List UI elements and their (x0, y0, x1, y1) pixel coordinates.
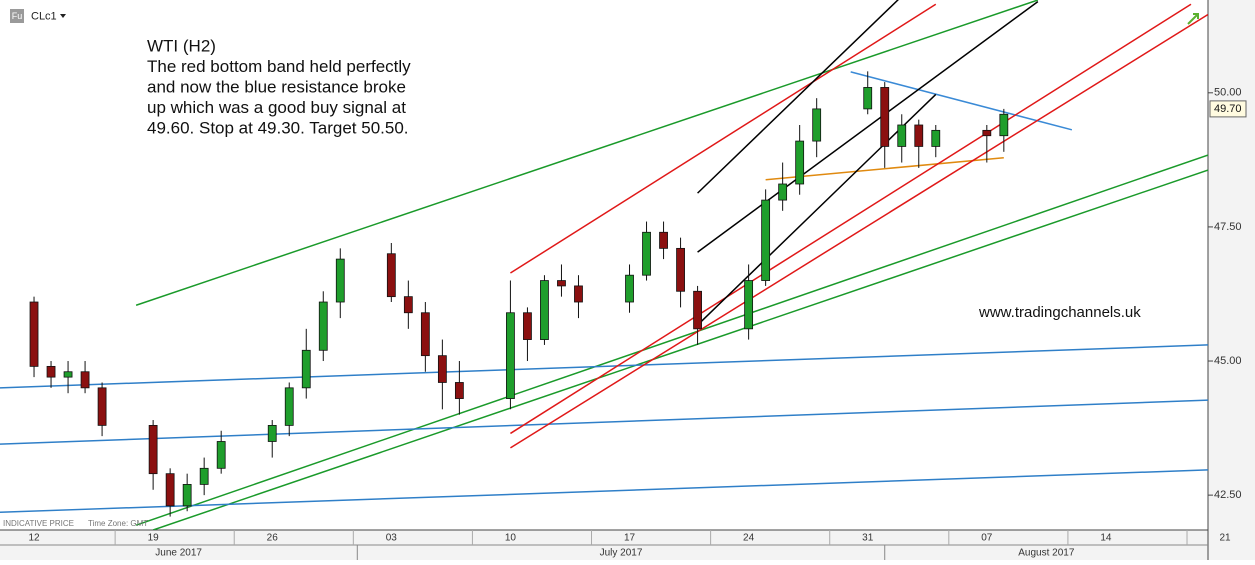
candle-body (301, 349, 311, 389)
x-tick-label: 21 (1219, 533, 1231, 544)
x-tick-label: 10 (505, 533, 517, 544)
symbol-dropdown[interactable] (60, 14, 66, 18)
candle-body (80, 371, 90, 389)
candle-body (540, 280, 549, 340)
candle-body (931, 129, 941, 147)
candle-body (318, 301, 328, 351)
candle-body (778, 183, 788, 201)
trendline (135, 0, 1039, 306)
candle-body (46, 365, 56, 378)
annotation-line: WTI (H2) (147, 36, 216, 55)
candle-body (897, 124, 907, 147)
candle-body (659, 231, 668, 249)
y-tick-label: 50.00 (1214, 87, 1242, 99)
candle-body (335, 258, 345, 303)
trendline (135, 154, 1208, 526)
x-tick-label: 03 (386, 533, 398, 544)
footer-note: INDICATIVE PRICE (3, 519, 74, 528)
x-tick-label: 24 (743, 533, 755, 544)
candle-body (744, 280, 754, 330)
candle-body (216, 441, 226, 469)
footer-note: Time Zone: GMT (88, 519, 148, 528)
month-label: July 2017 (600, 548, 643, 559)
candle-body (148, 424, 158, 475)
y-tick-label: 45.00 (1214, 355, 1242, 367)
candle-body (761, 199, 771, 281)
symbol[interactable]: CLc1 (31, 10, 57, 22)
last-price-label: 49.70 (1214, 103, 1242, 115)
last-price-box (1209, 100, 1247, 118)
candle-body (29, 301, 39, 367)
watermark: www.tradingchannels.uk (978, 304, 1141, 321)
x-tick-label: 26 (267, 533, 279, 544)
annotation-line: 49.60. Stop at 49.30. Target 50.50. (147, 118, 409, 137)
candle-body (386, 253, 396, 298)
candle-body (97, 387, 107, 426)
candle-body (999, 113, 1009, 137)
annotation: WTI (H2) The red bottom band held perfect… (147, 36, 411, 137)
x-tick-label: 12 (28, 533, 40, 544)
candle-body (63, 371, 73, 378)
candle-body (165, 473, 175, 507)
trendlines (0, 0, 1208, 530)
trendline (510, 3, 937, 274)
trendline (152, 169, 1208, 530)
candle-body (795, 140, 805, 185)
y-tick-label: 42.50 (1214, 489, 1242, 501)
candle-body (880, 87, 890, 147)
candle-body (420, 312, 430, 357)
annotation-line: The red bottom band held perfectly (147, 57, 411, 76)
candle-body (914, 124, 924, 147)
annotation-line: up which was a good buy signal at (147, 98, 406, 117)
x-tick-label: 31 (862, 533, 874, 544)
trendline (0, 469, 1208, 514)
candles (29, 71, 1009, 517)
candle-body (693, 290, 702, 330)
candle-body (506, 312, 515, 399)
y-tick-label: 47.50 (1214, 221, 1242, 233)
candle-body (557, 280, 566, 287)
candle-body (437, 355, 447, 383)
candle-body (199, 467, 209, 485)
month-label: August 2017 (1018, 548, 1075, 559)
candle-body (267, 424, 277, 442)
trendline (0, 344, 1208, 389)
month-label: June 2017 (155, 548, 202, 559)
candle-body (574, 285, 583, 303)
candle-body (812, 108, 822, 142)
x-tick-label: 14 (1100, 533, 1112, 544)
symbol-badge: Fu (12, 11, 23, 21)
symbol-badge-box (10, 9, 24, 23)
trendline (697, 0, 899, 194)
trendline (510, 3, 1192, 435)
trendline (697, 1, 1039, 253)
candle-body (642, 231, 651, 276)
annotation-line: and now the blue resistance broke (147, 77, 406, 96)
candle-body (403, 296, 413, 314)
candle-body (523, 312, 532, 340)
x-tick-label: 07 (981, 533, 993, 544)
trendline (697, 93, 937, 326)
candle-body (625, 274, 634, 303)
candle-body (182, 484, 192, 507)
trendline (765, 156, 1004, 181)
candle-body (676, 247, 685, 292)
x-tick-label: 19 (148, 533, 160, 544)
candle-body (982, 129, 992, 137)
candle-body (284, 387, 294, 426)
trend-icon (1187, 13, 1199, 25)
trendline (0, 399, 1208, 445)
x-tick-label: 17 (624, 533, 636, 544)
trendline (510, 13, 1208, 449)
candle-body (863, 87, 873, 110)
y-axis-panel (1208, 0, 1255, 560)
trendline (850, 71, 1073, 131)
candle-body (454, 382, 464, 399)
